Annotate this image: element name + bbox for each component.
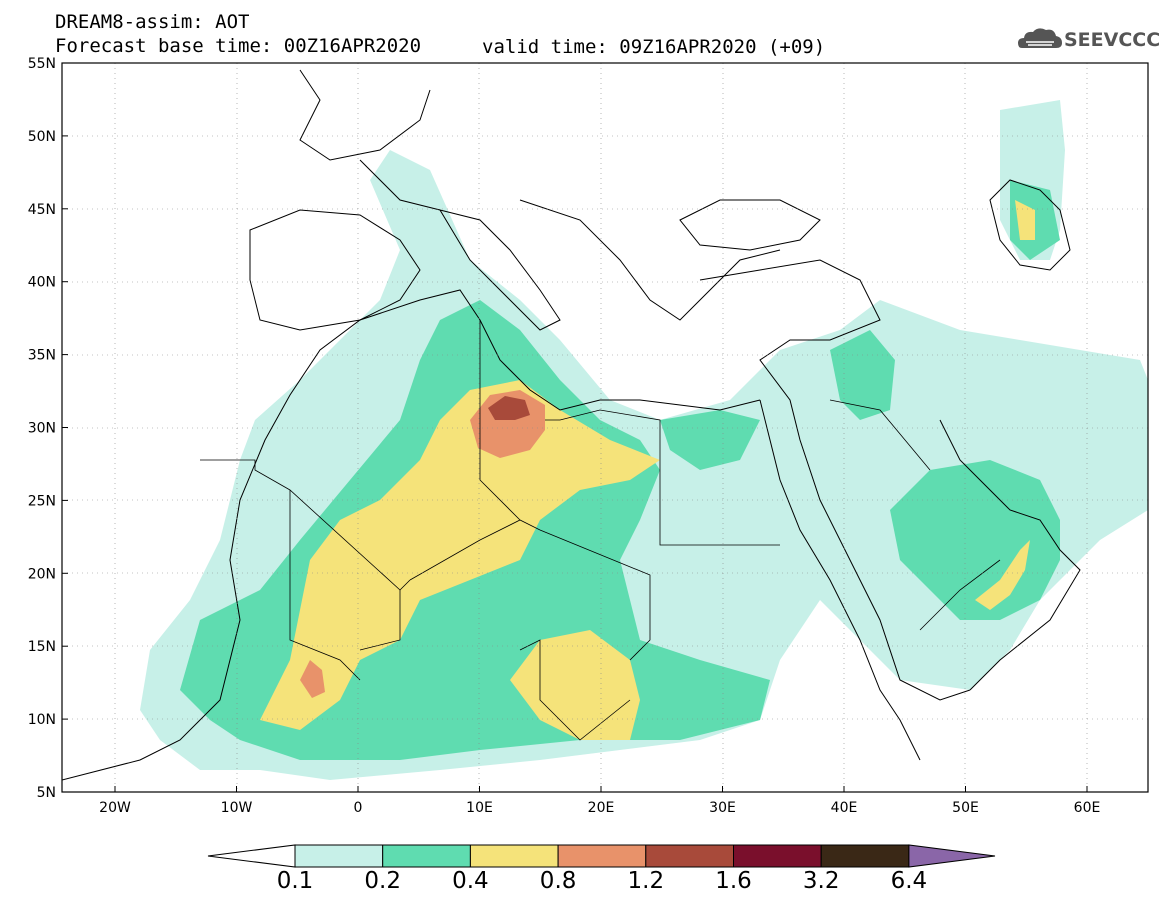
lat-tick-label: 5N (37, 785, 56, 801)
aot-field-0.4-chad (510, 630, 640, 740)
colorbar-label: 0.1 (276, 868, 314, 894)
map-title: DREAM8-assim: AOT (55, 11, 250, 33)
colorbar-segment (645, 844, 734, 868)
country-borders (200, 320, 1001, 741)
lon-axis: 20W 10W 0 10E 20E 30E 40E 50E 60E (99, 786, 1100, 816)
lon-tick-label: 20E (588, 800, 615, 816)
lat-tick-label: 20N (28, 566, 56, 582)
aot-field-0.4-north (1015, 200, 1035, 240)
colorbar (207, 844, 996, 868)
colorbar-segment (294, 844, 384, 868)
colorbar-label: 1.6 (715, 868, 752, 894)
aot-fields (140, 100, 1148, 780)
lat-tick-label: 25N (28, 493, 56, 509)
forecast-base-time: Forecast base time: 00Z16APR2020 (55, 35, 422, 57)
lon-tick-label: 40E (831, 800, 858, 816)
colorbar-label: 6.4 (890, 868, 928, 894)
coastlines (62, 69, 1081, 781)
cloud-logo-icon (1018, 28, 1062, 48)
lon-tick-label: 10E (466, 800, 493, 816)
lon-tick-label: 20W (99, 800, 131, 816)
colorbar-under-arrow (207, 844, 296, 868)
gridlines (62, 63, 1148, 792)
colorbar-label: 1.2 (627, 868, 665, 894)
colorbar-segment (733, 844, 822, 868)
lat-tick-label: 30N (28, 421, 56, 437)
lon-tick-label: 30E (709, 800, 736, 816)
aot-field-1.2 (488, 396, 530, 420)
colorbar-segment (820, 844, 910, 868)
colorbar-label: 3.2 (802, 868, 840, 894)
colorbar-label: 0.4 (452, 868, 489, 894)
colorbar-over-arrow (908, 844, 996, 868)
lat-tick-label: 15N (28, 639, 56, 655)
lon-tick-label: 50E (952, 800, 979, 816)
lon-tick-label: 0 (354, 800, 363, 816)
lat-tick-label: 55N (28, 56, 56, 72)
lon-tick-label: 10W (221, 800, 253, 816)
aot-field-0.2-east (830, 330, 895, 420)
colorbar-segment (469, 844, 559, 868)
aot-field-0.4 (260, 380, 660, 730)
lon-tick-label: 60E (1074, 800, 1101, 816)
lat-tick-label: 40N (28, 275, 56, 291)
aot-field-0.2-sinai (660, 410, 760, 470)
aot-field-0.4-oman (975, 540, 1030, 610)
aot-field-0.8-mali (300, 660, 325, 698)
valid-time: valid time: 09Z16APR2020 (+09) (482, 36, 826, 58)
colorbar-segment (382, 844, 471, 868)
lat-tick-label: 50N (28, 129, 56, 145)
colorbar-label: 0.2 (364, 868, 401, 894)
colorbar-label: 0.8 (539, 868, 577, 894)
lat-tick-label: 10N (28, 712, 56, 728)
logo-text: SEEVCCC (1064, 29, 1161, 51)
lat-tick-label: 45N (28, 202, 56, 218)
colorbar-segment (557, 844, 647, 868)
lat-tick-label: 35N (28, 348, 56, 364)
lat-axis: 55N 50N 45N 40N 35N 30N 25N 20N 15N 10N 5N (28, 56, 68, 801)
